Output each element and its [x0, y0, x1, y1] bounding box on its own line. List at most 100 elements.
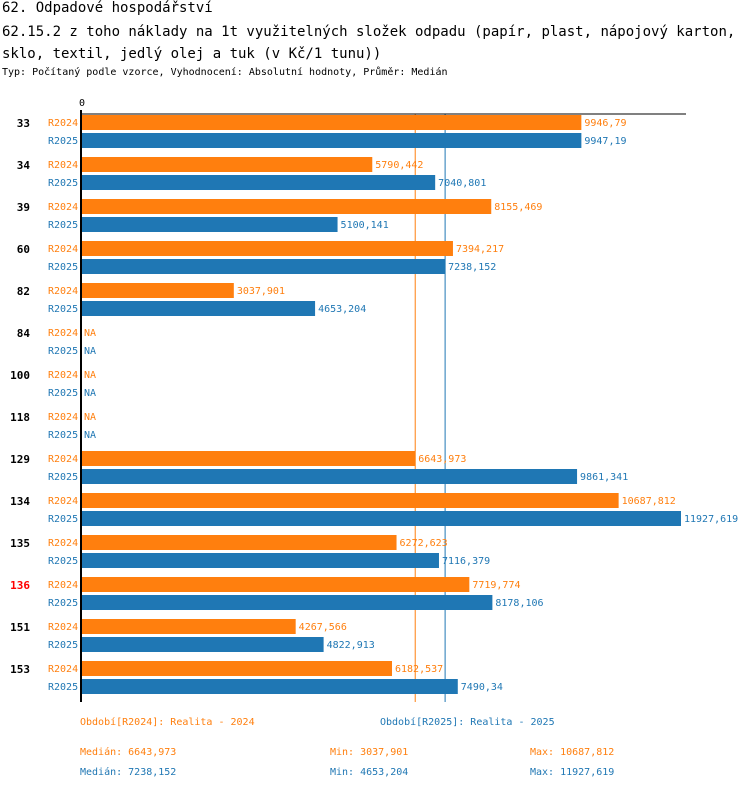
value-label-151-r2025: 4822,913	[327, 640, 375, 651]
bar-82-r2025	[81, 301, 316, 316]
value-label-39-r2024: 8155,469	[494, 202, 542, 213]
value-label-100-r2025: NA	[84, 388, 96, 399]
value-label-39-r2025: 5100,141	[341, 220, 389, 231]
series-label-r2024: R2024	[48, 664, 78, 675]
series-label-r2024: R2024	[48, 244, 78, 255]
bar-33-r2024	[81, 115, 582, 130]
value-label-129-r2025: 9861,341	[580, 472, 628, 483]
category-label-129: 129	[10, 453, 30, 466]
value-label-134-r2024: 10687,812	[622, 496, 676, 507]
category-label-151: 151	[10, 621, 30, 634]
value-label-135-r2025: 7116,379	[442, 556, 490, 567]
stat-median-r2024: Medián: 6643,973	[80, 747, 177, 758]
series-label-r2024: R2024	[48, 622, 78, 633]
category-label-134: 134	[10, 495, 30, 508]
bar-134-r2025	[81, 511, 681, 526]
bar-135-r2025	[81, 553, 439, 568]
value-label-84-r2024: NA	[84, 328, 96, 339]
series-label-r2024: R2024	[48, 454, 78, 465]
bar-134-r2024	[81, 493, 619, 508]
bar-135-r2024	[81, 535, 397, 550]
series-label-r2025: R2025	[48, 178, 78, 189]
bar-chart: 33 R2024 9946,79 R2025 9947,19 34 R2024 5790,44…	[10, 98, 738, 702]
bar-82-r2024	[81, 283, 234, 298]
category-label-118: 118	[10, 411, 30, 424]
series-label-r2025: R2025	[48, 262, 78, 273]
category-label-34: 34	[17, 159, 31, 172]
bar-129-r2025	[81, 469, 578, 484]
value-label-84-r2025: NA	[84, 346, 96, 357]
value-label-60-r2024: 7394,217	[456, 244, 504, 255]
value-label-135-r2024: 6272,623	[400, 538, 448, 549]
bar-60-r2025	[81, 259, 446, 274]
value-label-34-r2024: 5790,442	[375, 160, 423, 171]
series-label-r2024: R2024	[48, 538, 78, 549]
stat-median-r2025: Medián: 7238,152	[80, 767, 177, 778]
series-label-r2025: R2025	[48, 220, 78, 231]
series-label-r2024: R2024	[48, 160, 78, 171]
category-label-153: 153	[10, 663, 30, 676]
stat-max-r2025: Max: 11927,619	[530, 767, 615, 778]
series-label-r2025: R2025	[48, 430, 78, 441]
category-label-100: 100	[10, 369, 30, 382]
series-label-r2024: R2024	[48, 496, 78, 507]
bar-153-r2025	[81, 679, 458, 694]
series-label-r2025: R2025	[48, 304, 78, 315]
series-label-r2025: R2025	[48, 514, 78, 525]
series-label-r2024: R2024	[48, 370, 78, 381]
category-label-136: 136	[10, 579, 30, 592]
bar-34-r2025	[81, 175, 436, 190]
value-label-60-r2025: 7238,152	[448, 262, 496, 273]
series-label-r2024: R2024	[48, 286, 78, 297]
bar-151-r2024	[81, 619, 296, 634]
series-label-r2025: R2025	[48, 346, 78, 357]
bar-136-r2024	[81, 577, 470, 592]
series-label-r2025: R2025	[48, 556, 78, 567]
bar-129-r2024	[81, 451, 416, 466]
value-label-82-r2024: 3037,901	[237, 286, 285, 297]
value-label-82-r2025: 4653,204	[318, 304, 366, 315]
series-label-r2024: R2024	[48, 202, 78, 213]
category-label-60: 60	[17, 243, 30, 256]
series-label-r2025: R2025	[48, 682, 78, 693]
series-label-r2025: R2025	[48, 136, 78, 147]
bar-34-r2024	[81, 157, 373, 172]
value-label-100-r2024: NA	[84, 370, 96, 381]
value-label-153-r2024: 6182,537	[395, 664, 443, 675]
value-label-118-r2024: NA	[84, 412, 96, 423]
series-label-r2025: R2025	[48, 640, 78, 651]
value-label-33-r2024: 9946,79	[584, 118, 626, 129]
bar-60-r2024	[81, 241, 453, 256]
category-label-82: 82	[17, 285, 30, 298]
value-label-34-r2025: 7040,801	[438, 178, 486, 189]
category-label-33: 33	[17, 117, 30, 130]
value-label-151-r2024: 4267,566	[299, 622, 347, 633]
bar-136-r2025	[81, 595, 493, 610]
series-label-r2024: R2024	[48, 118, 78, 129]
value-label-136-r2024: 7719,774	[472, 580, 520, 591]
chart-title: 62.15.2 z toho náklady na 1t využitelnýc…	[2, 24, 736, 62]
legend-r2024: Období[R2024]: Realita - 2024	[80, 717, 255, 728]
value-label-136-r2025: 8178,106	[495, 598, 543, 609]
value-label-134-r2025: 11927,619	[684, 514, 738, 525]
category-label-135: 135	[10, 537, 30, 550]
bar-151-r2025	[81, 637, 324, 652]
value-label-153-r2025: 7490,34	[461, 682, 503, 693]
value-label-118-r2025: NA	[84, 430, 96, 441]
stat-max-r2024: Max: 10687,812	[530, 747, 615, 758]
category-label-84: 84	[17, 327, 31, 340]
bar-33-r2025	[81, 133, 582, 148]
series-label-r2024: R2024	[48, 580, 78, 591]
bar-39-r2025	[81, 217, 338, 232]
value-label-33-r2025: 9947,19	[584, 136, 626, 147]
stat-min-r2024: Min: 3037,901	[330, 747, 409, 758]
series-label-r2024: R2024	[48, 412, 78, 423]
series-label-r2025: R2025	[48, 598, 78, 609]
value-label-129-r2024: 6643,973	[418, 454, 466, 465]
category-label-39: 39	[17, 201, 30, 214]
bar-39-r2024	[81, 199, 492, 214]
stat-min-r2025: Min: 4653,204	[330, 767, 409, 778]
page-title: 62. Odpadové hospodářství	[2, 0, 213, 16]
series-label-r2024: R2024	[48, 328, 78, 339]
axis-zero-label: 0	[79, 98, 85, 109]
